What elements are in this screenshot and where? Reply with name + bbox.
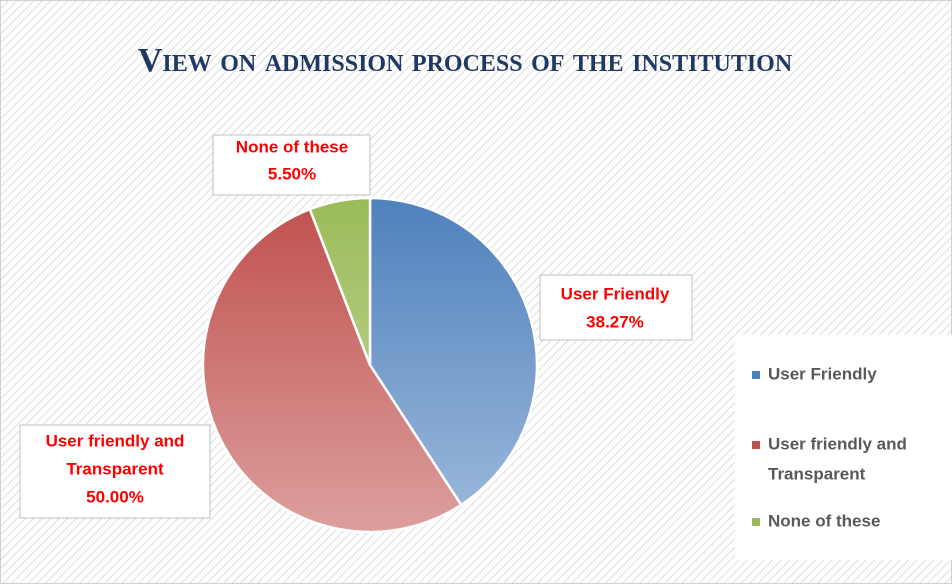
legend-label: User friendly and: [768, 434, 907, 453]
data-label-box: [212, 134, 371, 196]
pie-slice: [201, 207, 463, 534]
legend-swatch: [752, 441, 760, 449]
data-label-category: None of these: [236, 137, 348, 156]
legend-label: User Friendly: [768, 364, 877, 383]
data-label-value: 50.00%: [86, 487, 144, 506]
data-label-value: 38.27%: [586, 312, 644, 331]
legend-label-cont: Transparent: [768, 464, 866, 483]
data-label-category-cont: Transparent: [66, 459, 164, 478]
pie-slice: [308, 196, 372, 366]
data-label-box: [539, 274, 693, 341]
legend-swatch: [752, 518, 760, 526]
chart-title: View on admission process of the institu…: [137, 42, 793, 79]
legend-label: None of these: [768, 511, 880, 530]
legend-swatch: [752, 371, 760, 379]
legend-box: [735, 335, 952, 560]
data-label-value: 5.50%: [268, 164, 316, 183]
data-label-category: User friendly and: [46, 431, 185, 450]
data-label-category: User Friendly: [561, 284, 670, 303]
data-label-box: [19, 424, 211, 519]
